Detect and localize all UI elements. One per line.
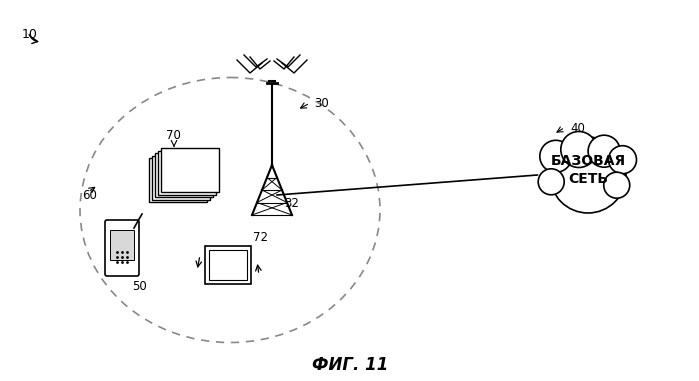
Text: 10: 10 <box>22 28 38 41</box>
Text: ФИГ. 11: ФИГ. 11 <box>312 356 388 374</box>
Text: 40: 40 <box>570 122 585 135</box>
FancyBboxPatch shape <box>209 250 247 280</box>
Text: 70: 70 <box>166 129 181 142</box>
FancyBboxPatch shape <box>105 220 139 276</box>
Text: 60: 60 <box>82 189 97 202</box>
Circle shape <box>538 169 564 195</box>
Text: 30: 30 <box>314 96 329 109</box>
Circle shape <box>550 137 626 213</box>
FancyBboxPatch shape <box>155 153 213 197</box>
Circle shape <box>609 146 637 174</box>
Circle shape <box>540 140 572 172</box>
Text: 32: 32 <box>284 197 299 210</box>
Circle shape <box>588 135 620 167</box>
Text: БАЗОВАЯ
СЕТЬ: БАЗОВАЯ СЕТЬ <box>550 154 626 186</box>
FancyBboxPatch shape <box>110 230 134 260</box>
Circle shape <box>561 131 597 168</box>
FancyBboxPatch shape <box>149 158 207 202</box>
Text: 50: 50 <box>132 280 147 293</box>
Circle shape <box>604 172 630 198</box>
FancyBboxPatch shape <box>152 155 210 200</box>
FancyBboxPatch shape <box>205 246 251 284</box>
FancyBboxPatch shape <box>161 148 219 192</box>
Text: 72: 72 <box>253 231 268 244</box>
FancyBboxPatch shape <box>158 150 216 194</box>
